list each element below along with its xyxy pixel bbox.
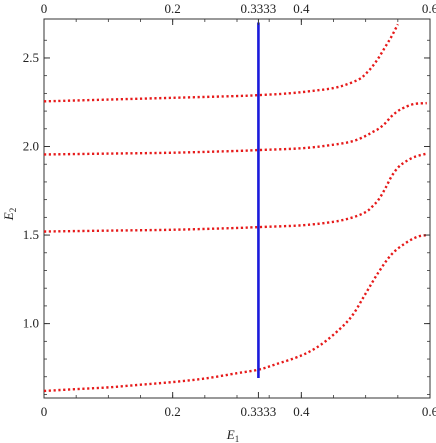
plot-frame-layer <box>43 18 431 399</box>
y-tick-label: 2.5 <box>23 50 39 65</box>
y-tick-label: 1.5 <box>23 227 39 242</box>
x-tick-label-bottom: 0.3333 <box>241 404 277 419</box>
series-line-3 <box>43 101 427 156</box>
x-axis-label: E1 <box>226 427 239 443</box>
x-tick-label-top: 0.6 <box>422 1 436 16</box>
series-layer <box>43 23 428 393</box>
x-tick-label-bottom: 0.2 <box>165 404 181 419</box>
series-line-4 <box>43 23 399 103</box>
x-tick-label-bottom: 0 <box>41 404 48 419</box>
x-tick-label-bottom: 0.6 <box>422 404 436 419</box>
y-tick-label: 1.0 <box>23 316 39 331</box>
x-tick-label-bottom: 0.4 <box>293 404 310 419</box>
x-tick-label-top: 0.2 <box>165 1 181 16</box>
x-tick-label-top: 0.3333 <box>241 1 277 16</box>
x-tick-label-top: 0.4 <box>293 1 310 16</box>
y-tick-label: 2.0 <box>23 139 39 154</box>
x-tick-label-top: 0 <box>41 1 48 16</box>
plot-frame <box>43 18 431 399</box>
y-axis-label: E2 <box>1 208 18 221</box>
ticks-layer: 0 0.2 0.3333 0.4 0.6 0 0.2 0.3333 0.4 0.6 1.0 1.5 2.… <box>23 1 436 419</box>
series-line-2 <box>43 152 428 233</box>
series-line-1 <box>43 233 427 393</box>
